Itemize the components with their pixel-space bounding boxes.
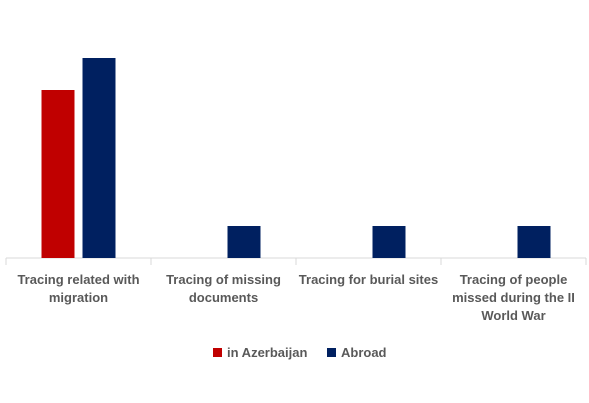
x-tick-label: Tracing of missing documents: [166, 272, 281, 305]
legend-swatch: [213, 348, 222, 357]
legend-item: in Azerbaijan: [213, 345, 307, 360]
x-tick-label: Tracing for burial sites: [298, 272, 439, 287]
legend-item: Abroad: [327, 345, 387, 360]
legend-swatch: [327, 348, 336, 357]
legend-label: Abroad: [341, 345, 387, 360]
bar: [517, 226, 551, 258]
x-tick-label: Tracing related with migration: [17, 272, 140, 305]
bar: [372, 226, 406, 258]
bar: [82, 58, 116, 258]
bar: [227, 226, 261, 258]
legend-label: in Azerbaijan: [227, 345, 308, 360]
bar: [41, 90, 75, 258]
x-tick-label: Tracing of people missed during the II W…: [452, 272, 575, 323]
